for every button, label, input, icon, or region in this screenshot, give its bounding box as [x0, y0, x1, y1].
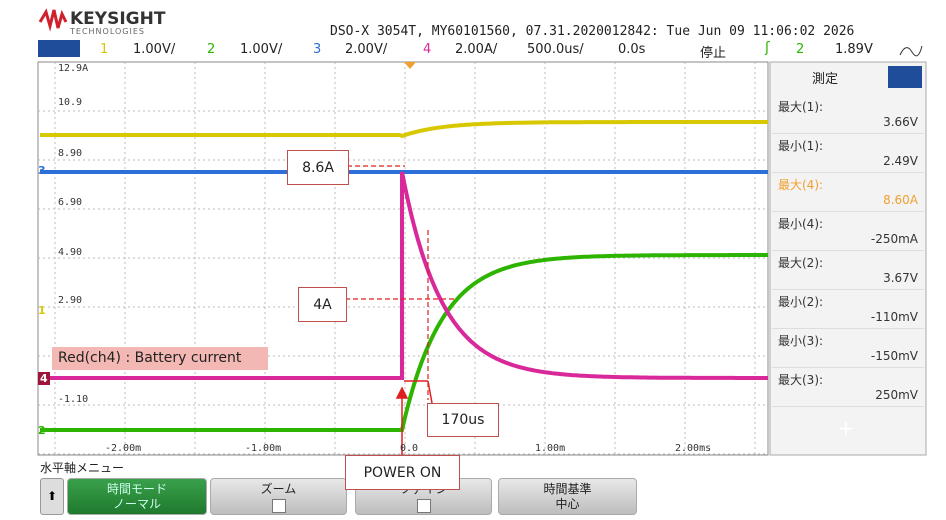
annotation-lines [345, 165, 455, 400]
delay[interactable]: 0.0s [618, 42, 646, 57]
measurement-value: -110mV [870, 310, 918, 324]
measurement-label: 最小(3): [778, 334, 824, 348]
channel-marker: 3 [38, 164, 46, 177]
measurement-label: 最小(1): [778, 139, 824, 153]
power-label: POWER ON [345, 455, 460, 490]
softkey[interactable]: ズーム [210, 478, 347, 515]
measurement: 最小(1): 2.49V [772, 134, 924, 173]
add-icon[interactable]: + [838, 416, 855, 440]
measurement-label: 最小(2): [778, 295, 824, 309]
x-label: -1.00m [245, 443, 282, 454]
channel-marker: 4 [38, 372, 50, 385]
trigger-level: 1.89V [835, 42, 873, 57]
trigger-icon: ʃ [765, 40, 770, 56]
checkbox[interactable] [271, 499, 286, 513]
channel-marker: 1 [38, 304, 46, 317]
channel-scale[interactable]: 2.00A/ [455, 42, 498, 57]
measurement-value: -250mA [870, 232, 918, 246]
menu-button[interactable] [38, 40, 80, 57]
trace-4 [40, 171, 768, 380]
measurement-value: 3.67V [883, 271, 918, 285]
softkey[interactable]: 時間基準 中心 [498, 478, 637, 515]
measurement-label: 最大(3): [778, 373, 824, 387]
measurement: 最大(1): 3.66V [772, 95, 924, 134]
y-label: 2.90 [58, 295, 83, 306]
measurement: 最小(2): -110mV [772, 290, 924, 329]
brand-sub: TECHNOLOGIES [70, 27, 145, 36]
measurement-label: 最大(1): [778, 100, 824, 114]
run-status: 停止 [700, 46, 727, 61]
channel-marker: 2 [38, 424, 46, 437]
measure-panel [769, 61, 927, 456]
y-label: 6.90 [58, 197, 83, 208]
edge-icon [899, 45, 923, 57]
menu-title: 水平軸メニュー [40, 461, 125, 475]
measurement: 最大(2): 3.67V [772, 251, 924, 290]
trigger-source: 2 [796, 42, 805, 57]
measurement: 最大(3): 250mV [772, 368, 924, 407]
channel-scale[interactable]: 1.00V/ [240, 42, 283, 57]
timebase[interactable]: 500.0us/ [527, 42, 584, 57]
measurement: 最大(4): 8.60A [772, 173, 924, 212]
y-label: 12.9A [58, 63, 89, 74]
measure-icon[interactable] [888, 66, 922, 88]
measurement-value: 2.49V [883, 154, 918, 168]
x-label: 2.00ms [675, 443, 712, 454]
channel-number: 1 [100, 42, 109, 57]
y-label: -1.10 [58, 394, 89, 405]
measurement-value: 8.60A [883, 193, 918, 207]
x-label: 1.00m [535, 443, 566, 454]
trace-1 [40, 120, 768, 139]
legend-note: Red(ch4) : Battery current [52, 347, 268, 370]
delay-label: 170us [427, 403, 499, 437]
delay-leader [427, 380, 433, 404]
x-label: 0.0 [400, 443, 419, 454]
softkey-text: ズーム [260, 482, 297, 496]
channel-scale[interactable]: 2.00V/ [345, 42, 388, 57]
arrow-head [395, 386, 409, 399]
softkey-text: 時間基準 [543, 482, 592, 496]
logo-mark [38, 8, 68, 32]
brand: KEYSIGHT [70, 9, 166, 29]
channel-number: 2 [207, 42, 216, 57]
channel-number: 3 [313, 42, 322, 57]
channel-scale[interactable]: 1.00V/ [133, 42, 176, 57]
channel-number: 4 [423, 42, 432, 57]
y-label: 10.9 [58, 97, 83, 108]
measurement-value: -150mV [870, 349, 918, 363]
measurement: 最小(4): -250mA [772, 212, 924, 251]
up-button[interactable]: ⬆ [40, 478, 64, 515]
softkey-text: 中心 [555, 497, 580, 511]
y-label: 8.90 [58, 148, 83, 159]
softkey-text: ノーマル [112, 497, 161, 511]
trace-2 [40, 253, 768, 432]
measurement: 最小(3): -150mV [772, 329, 924, 368]
trigger-marker [404, 62, 416, 69]
peak-label: 8.6A [287, 150, 349, 185]
measure-title: 測定 [812, 72, 839, 87]
checkbox[interactable] [416, 499, 431, 513]
measurement-label: 最小(4): [778, 217, 824, 231]
measurement-value: 3.66V [883, 115, 918, 129]
measurement-label: 最大(4): [778, 178, 824, 192]
annotation-arrows [395, 380, 433, 455]
measurement-value: 250mV [875, 388, 918, 402]
measurement-label: 最大(2): [778, 256, 824, 270]
y-label: 4.90 [58, 247, 83, 258]
x-label: -2.00m [105, 443, 142, 454]
softkey[interactable]: 時間モード ノーマル [67, 478, 207, 515]
cross-label: 4A [298, 287, 347, 322]
title: DSO-X 3054T, MY60101560, 07.31.202001284… [330, 24, 855, 39]
softkey-text: 時間モード [106, 482, 167, 496]
traces [40, 120, 768, 432]
